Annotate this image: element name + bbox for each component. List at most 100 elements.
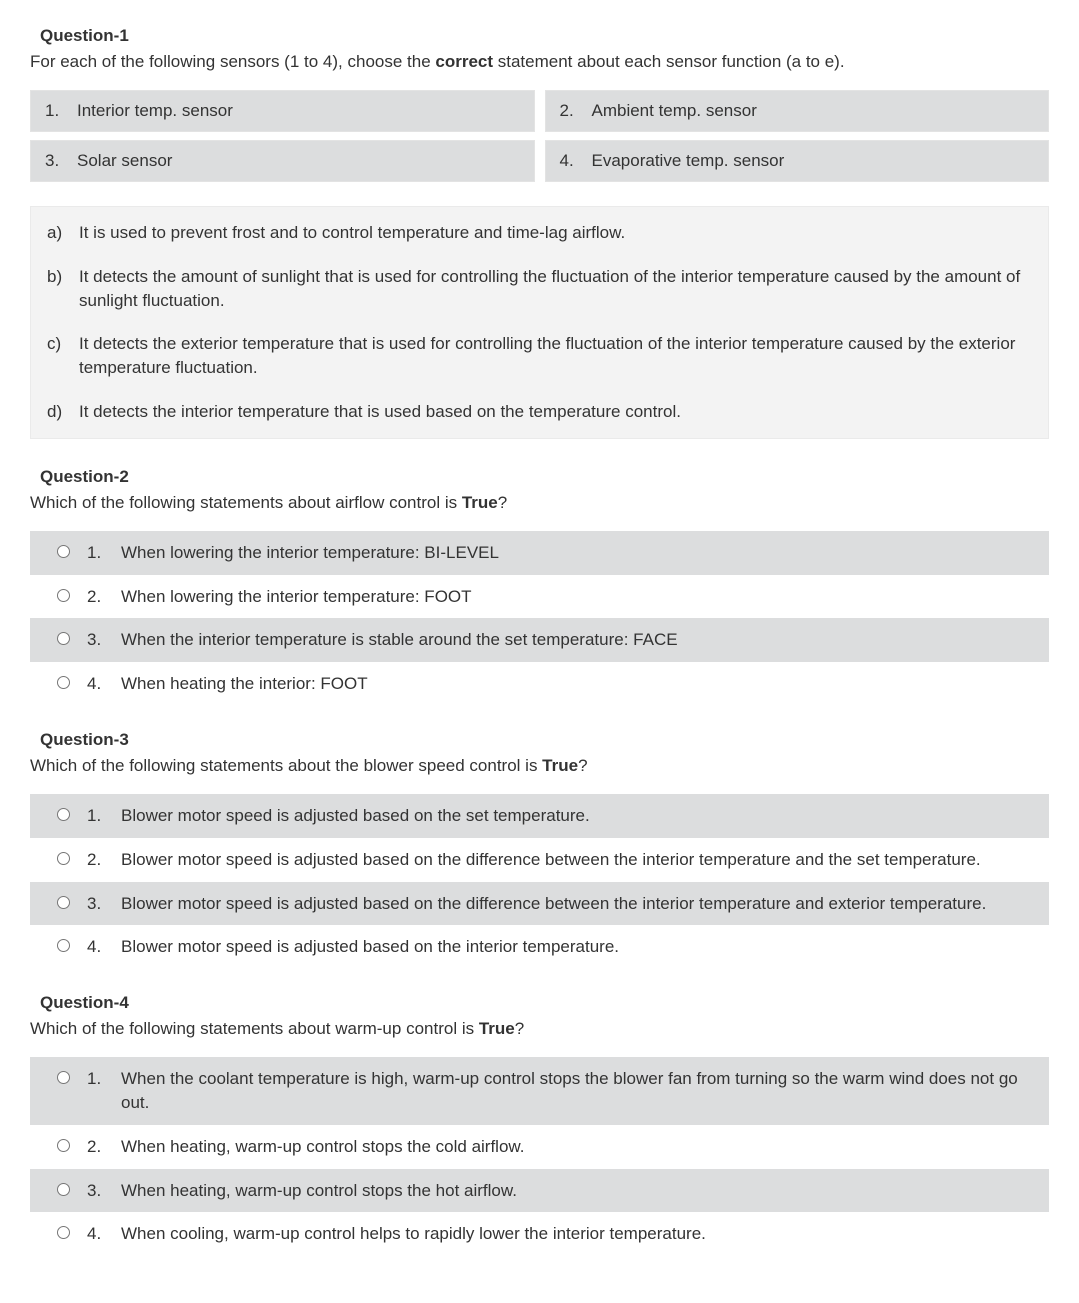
question-3-options: 1. Blower motor speed is adjusted based … (30, 794, 1049, 969)
sensor-num: 1. (45, 101, 63, 121)
option-row-3[interactable]: 3. Blower motor speed is adjusted based … (30, 882, 1049, 926)
prompt-pre: For each of the following sensors (1 to … (30, 52, 435, 71)
option-radio[interactable] (57, 939, 70, 952)
option-row-2[interactable]: 2. When lowering the interior temperatur… (30, 575, 1049, 619)
statement-letter: a) (47, 221, 69, 245)
sensor-label: Evaporative temp. sensor (592, 151, 785, 171)
statement-block: a) It is used to prevent frost and to co… (30, 206, 1049, 439)
statement-row-c: c) It detects the exterior temperature t… (31, 322, 1048, 390)
option-radio[interactable] (57, 545, 70, 558)
option-radio[interactable] (57, 676, 70, 689)
option-row-1[interactable]: 1. Blower motor speed is adjusted based … (30, 794, 1049, 838)
option-num: 1. (87, 1067, 107, 1091)
prompt-bold: correct (435, 52, 493, 71)
option-row-3[interactable]: 3. When the interior temperature is stab… (30, 618, 1049, 662)
option-row-2[interactable]: 2. When heating, warm-up control stops t… (30, 1125, 1049, 1169)
option-radio[interactable] (57, 1139, 70, 1152)
option-row-4[interactable]: 4. When cooling, warm-up control helps t… (30, 1212, 1049, 1256)
sensor-label: Interior temp. sensor (77, 101, 233, 121)
prompt-bold: True (462, 493, 498, 512)
question-4-options: 1. When the coolant temperature is high,… (30, 1057, 1049, 1256)
option-num: 4. (87, 1222, 107, 1246)
sensor-label: Solar sensor (77, 151, 172, 171)
option-radio[interactable] (57, 852, 70, 865)
option-num: 2. (87, 585, 107, 609)
sensor-cell-3: 3. Solar sensor (30, 140, 535, 182)
option-num: 4. (87, 935, 107, 959)
question-2-prompt: Which of the following statements about … (30, 493, 1049, 513)
statement-row-b: b) It detects the amount of sunlight tha… (31, 255, 1048, 323)
question-3-prompt: Which of the following statements about … (30, 756, 1049, 776)
question-1-prompt: For each of the following sensors (1 to … (30, 52, 1049, 72)
sensor-cell-4: 4. Evaporative temp. sensor (545, 140, 1050, 182)
question-4-block: Question-4 Which of the following statem… (30, 993, 1049, 1256)
statement-letter: d) (47, 400, 69, 424)
prompt-pre: Which of the following statements about … (30, 756, 542, 775)
statement-text: It detects the interior temperature that… (79, 400, 681, 424)
question-2-block: Question-2 Which of the following statem… (30, 467, 1049, 706)
question-4-title: Question-4 (40, 993, 1049, 1013)
option-num: 1. (87, 804, 107, 828)
option-radio[interactable] (57, 589, 70, 602)
sensor-num: 2. (560, 101, 578, 121)
option-radio[interactable] (57, 1071, 70, 1084)
option-num: 2. (87, 1135, 107, 1159)
prompt-pre: Which of the following statements about … (30, 493, 462, 512)
option-text: When heating, warm-up control stops the … (121, 1135, 1027, 1159)
sensor-num: 3. (45, 151, 63, 171)
option-row-4[interactable]: 4. When heating the interior: FOOT (30, 662, 1049, 706)
sensor-cell-1: 1. Interior temp. sensor (30, 90, 535, 132)
question-4-prompt: Which of the following statements about … (30, 1019, 1049, 1039)
option-num: 3. (87, 628, 107, 652)
option-text: Blower motor speed is adjusted based on … (121, 935, 1027, 959)
statement-letter: c) (47, 332, 69, 380)
statement-text: It detects the exterior temperature that… (79, 332, 1032, 380)
option-text: When lowering the interior temperature: … (121, 585, 1027, 609)
statement-text: It is used to prevent frost and to contr… (79, 221, 625, 245)
option-num: 2. (87, 848, 107, 872)
sensor-label: Ambient temp. sensor (592, 101, 757, 121)
question-3-title: Question-3 (40, 730, 1049, 750)
statement-text: It detects the amount of sunlight that i… (79, 265, 1032, 313)
prompt-bold: True (542, 756, 578, 775)
option-radio[interactable] (57, 1226, 70, 1239)
option-row-2[interactable]: 2. Blower motor speed is adjusted based … (30, 838, 1049, 882)
option-text: When heating the interior: FOOT (121, 672, 1027, 696)
option-num: 3. (87, 1179, 107, 1203)
prompt-bold: True (479, 1019, 515, 1038)
option-text: When heating, warm-up control stops the … (121, 1179, 1027, 1203)
question-3-block: Question-3 Which of the following statem… (30, 730, 1049, 969)
option-radio[interactable] (57, 632, 70, 645)
prompt-post: statement about each sensor function (a … (493, 52, 845, 71)
option-text: Blower motor speed is adjusted based on … (121, 804, 1027, 828)
option-radio[interactable] (57, 896, 70, 909)
question-1-block: Question-1 For each of the following sen… (30, 26, 1049, 439)
prompt-post: ? (515, 1019, 524, 1038)
option-row-3[interactable]: 3. When heating, warm-up control stops t… (30, 1169, 1049, 1213)
question-2-title: Question-2 (40, 467, 1049, 487)
statement-letter: b) (47, 265, 69, 313)
option-text: When the interior temperature is stable … (121, 628, 1027, 652)
option-text: When cooling, warm-up control helps to r… (121, 1222, 1027, 1246)
option-text: Blower motor speed is adjusted based on … (121, 892, 1027, 916)
sensor-num: 4. (560, 151, 578, 171)
sensor-grid: 1. Interior temp. sensor 2. Ambient temp… (30, 90, 1049, 182)
option-radio[interactable] (57, 808, 70, 821)
option-row-1[interactable]: 1. When the coolant temperature is high,… (30, 1057, 1049, 1125)
prompt-pre: Which of the following statements about … (30, 1019, 479, 1038)
question-1-title: Question-1 (40, 26, 1049, 46)
question-2-options: 1. When lowering the interior temperatur… (30, 531, 1049, 706)
sensor-cell-2: 2. Ambient temp. sensor (545, 90, 1050, 132)
statement-row-d: d) It detects the interior temperature t… (31, 390, 1048, 434)
option-text: Blower motor speed is adjusted based on … (121, 848, 1027, 872)
option-radio[interactable] (57, 1183, 70, 1196)
prompt-post: ? (498, 493, 507, 512)
option-row-1[interactable]: 1. When lowering the interior temperatur… (30, 531, 1049, 575)
option-row-4[interactable]: 4. Blower motor speed is adjusted based … (30, 925, 1049, 969)
option-text: When lowering the interior temperature: … (121, 541, 1027, 565)
prompt-post: ? (578, 756, 587, 775)
option-text: When the coolant temperature is high, wa… (121, 1067, 1027, 1115)
option-num: 3. (87, 892, 107, 916)
option-num: 1. (87, 541, 107, 565)
statement-row-a: a) It is used to prevent frost and to co… (31, 211, 1048, 255)
